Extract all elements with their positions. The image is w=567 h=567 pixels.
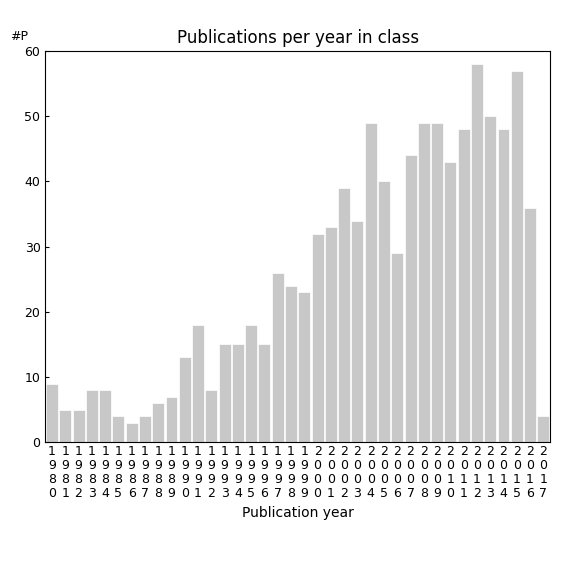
Bar (153, 403, 164, 442)
Bar (338, 188, 350, 442)
Bar (431, 123, 443, 442)
Bar (458, 129, 469, 442)
Bar (60, 410, 71, 442)
Bar (445, 162, 456, 442)
Bar (245, 325, 257, 442)
Bar (166, 397, 177, 442)
Bar (86, 390, 98, 442)
Bar (497, 129, 510, 442)
Bar (205, 390, 217, 442)
Bar (219, 345, 231, 442)
Title: Publications per year in class: Publications per year in class (176, 29, 419, 46)
Bar (352, 221, 363, 442)
Bar (179, 358, 191, 442)
Bar (298, 293, 310, 442)
Bar (285, 286, 297, 442)
Bar (46, 384, 58, 442)
Bar (259, 345, 270, 442)
Bar (99, 390, 111, 442)
Bar (112, 416, 124, 442)
Bar (232, 345, 244, 442)
Bar (471, 64, 483, 442)
Bar (126, 423, 138, 442)
Bar (139, 416, 151, 442)
X-axis label: Publication year: Publication year (242, 506, 354, 519)
Bar (73, 410, 84, 442)
Bar (484, 116, 496, 442)
Bar (405, 155, 417, 442)
Bar (391, 253, 403, 442)
Bar (511, 71, 523, 442)
Bar (378, 181, 390, 442)
Text: #P: #P (10, 30, 28, 43)
Bar (192, 325, 204, 442)
Bar (538, 416, 549, 442)
Bar (418, 123, 430, 442)
Bar (272, 273, 284, 442)
Bar (365, 123, 376, 442)
Bar (524, 208, 536, 442)
Bar (312, 234, 324, 442)
Bar (325, 227, 337, 442)
